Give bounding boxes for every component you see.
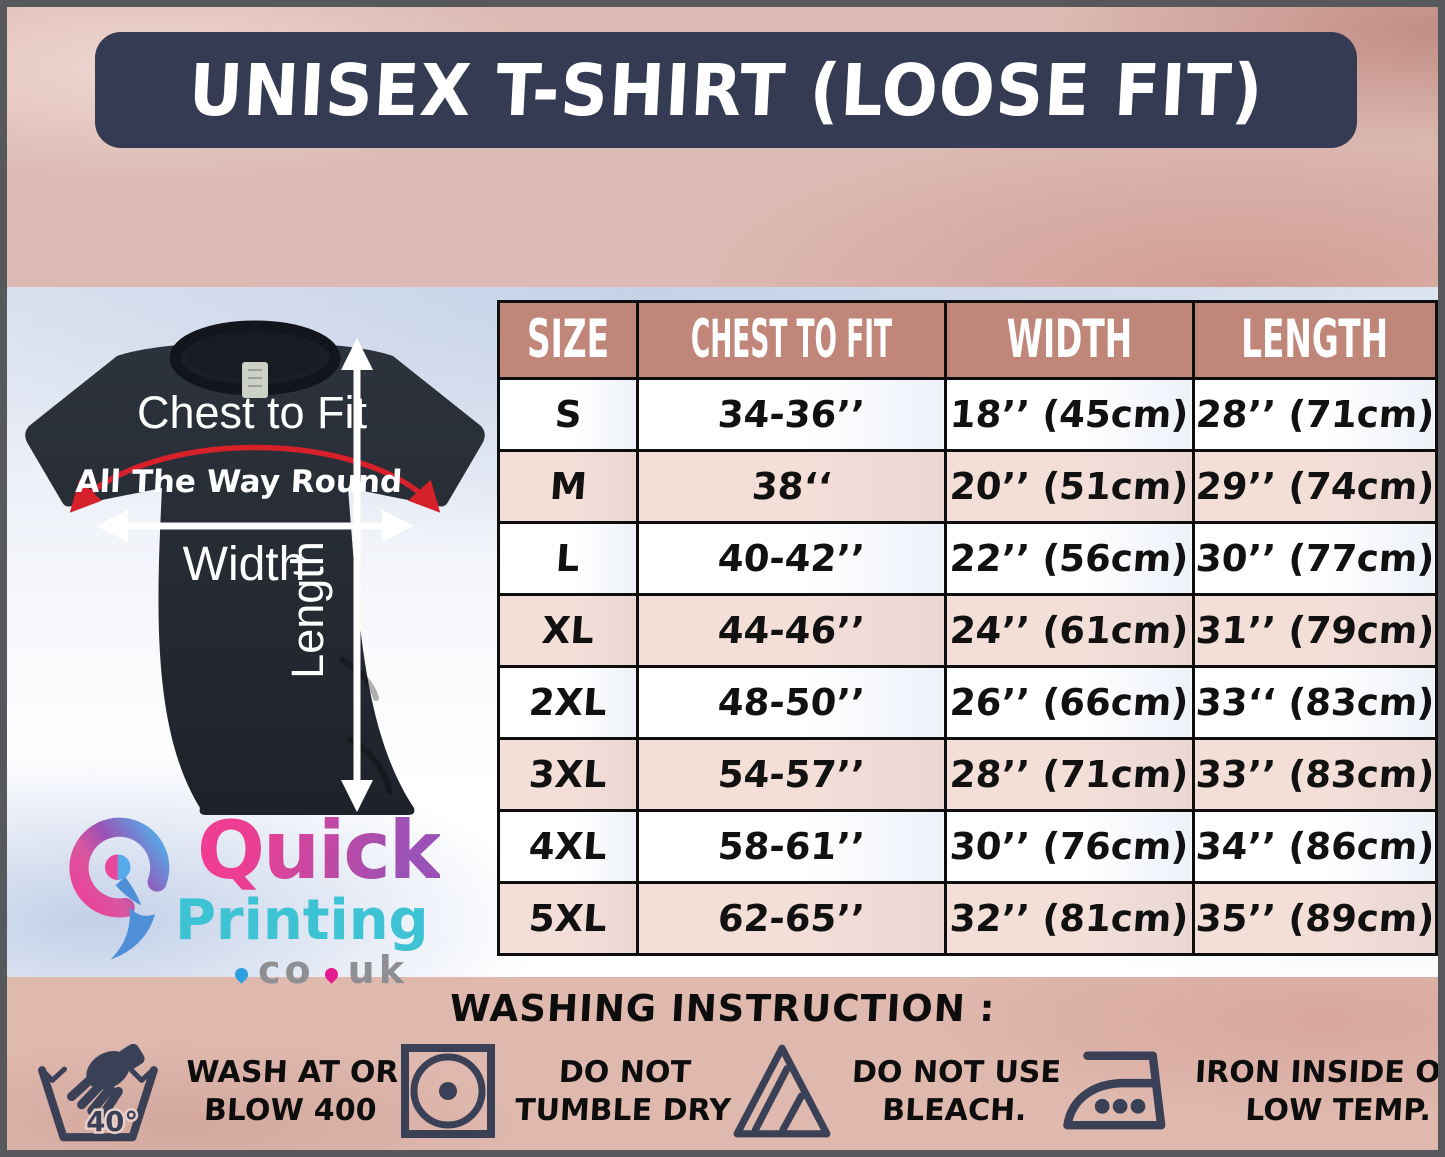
wash-label-tumble: DO NOT TUMBLE DRY bbox=[513, 1054, 732, 1128]
tshirt-neck-opening bbox=[189, 332, 321, 380]
cell-size: S bbox=[497, 377, 639, 452]
size-row-xl: XL 44-46’’ 24’’ (61cm) 31’’ (79cm) bbox=[497, 593, 1438, 668]
tshirt-measure-diagram: Chest to Fit All The Way Round Width Len… bbox=[25, 320, 485, 815]
logo-suffix-co: co bbox=[258, 948, 315, 992]
cell-length: 31’’ (79cm) bbox=[1191, 593, 1438, 668]
iron-low-temp-icon bbox=[1063, 1051, 1166, 1130]
cell-length: 29’’ (74cm) bbox=[1191, 449, 1438, 524]
cell-length: 33‘‘ (83cm) bbox=[1191, 665, 1438, 740]
cell-size: 2XL bbox=[497, 665, 639, 740]
chest-measure-arc bbox=[69, 444, 441, 513]
wash-item-iron: IRON INSIDE OUT LOW TEMP. bbox=[1060, 1041, 1438, 1141]
cell-size: L bbox=[497, 521, 639, 596]
cell-length: 35’’ (89cm) bbox=[1191, 881, 1438, 956]
size-row-4xl: 4XL 58-61’’ 30’’ (76cm) 34’’ (86cm) bbox=[497, 809, 1438, 884]
cell-width: 28’’ (71cm) bbox=[943, 737, 1195, 812]
logo-suffix-uk: uk bbox=[347, 948, 408, 992]
cell-length: 30’’ (77cm) bbox=[1191, 521, 1438, 596]
do-not-tumble-dry-icon bbox=[400, 1044, 495, 1138]
width-label: Width bbox=[183, 538, 306, 591]
cell-chest: 34-36’’ bbox=[635, 377, 947, 452]
wash-label-iron: IRON INSIDE OUT LOW TEMP. bbox=[1194, 1054, 1438, 1128]
bottom-band-background bbox=[7, 977, 1438, 1150]
logo-word-quick: Quick bbox=[197, 804, 442, 897]
cell-chest: 48-50’’ bbox=[635, 665, 947, 740]
quickprinting-logo: Quick Printing co uk bbox=[57, 805, 477, 1005]
cell-width: 22’’ (56cm) bbox=[943, 521, 1195, 596]
wash-item-tumble: DO NOT TUMBLE DRY bbox=[398, 1041, 732, 1141]
size-chart-poster: UNISEX T-SHIRT (LOOSE FIT) Chest to Fit … bbox=[7, 7, 1438, 1150]
size-row-3xl: 3XL 54-57’’ 28’’ (71cm) 33’’ (83cm) bbox=[497, 737, 1438, 812]
length-label: Length bbox=[282, 541, 333, 679]
blue-droplet-icon bbox=[232, 964, 251, 984]
cell-chest: 58-61’’ bbox=[635, 809, 947, 884]
cell-size: M bbox=[497, 449, 639, 524]
washing-instruction-row: 40° WASH AT OR BLOW 400 DO NOT TUMBLE DR… bbox=[35, 1033, 1438, 1149]
wash-label-bleach: DO NOT USE BLEACH. bbox=[851, 1054, 1062, 1128]
page-title: UNISEX T-SHIRT (LOOSE FIT) bbox=[186, 48, 1266, 132]
header-length: LENGTH bbox=[1191, 300, 1438, 380]
cell-width: 26’’ (66cm) bbox=[943, 665, 1195, 740]
quickprinting-swirl-icon bbox=[69, 817, 170, 960]
cell-width: 24’’ (61cm) bbox=[943, 593, 1195, 668]
header-size: SIZE bbox=[497, 300, 639, 380]
cell-size: 5XL bbox=[497, 881, 639, 956]
cell-size: 3XL bbox=[497, 737, 639, 812]
size-row-s: S 34-36’’ 18’’ (45cm) 28’’ (71cm) bbox=[497, 377, 1438, 452]
size-row-5xl: 5XL 62-65’’ 32’’ (81cm) 35’’ (89cm) bbox=[497, 881, 1438, 956]
cell-width: 32’’ (81cm) bbox=[943, 881, 1195, 956]
cell-chest: 40-42’’ bbox=[635, 521, 947, 596]
wash-temp-label: 40° bbox=[86, 1107, 138, 1138]
logo-domain-suffix: co uk bbox=[232, 948, 408, 992]
size-table: SIZE CHEST TO FIT WIDTH LENGTH S 34-36’’… bbox=[497, 300, 1438, 956]
cell-width: 18’’ (45cm) bbox=[943, 377, 1195, 452]
size-row-2xl: 2XL 48-50’’ 26’’ (66cm) 33‘‘ (83cm) bbox=[497, 665, 1438, 740]
chest-to-fit-label: Chest to Fit bbox=[137, 387, 368, 438]
wash-label-handwash: WASH AT OR BLOW 400 bbox=[185, 1054, 400, 1128]
wash-item-handwash: 40° WASH AT OR BLOW 400 bbox=[35, 1037, 400, 1145]
cell-width: 20’’ (51cm) bbox=[943, 449, 1195, 524]
cell-chest: 62-65’’ bbox=[635, 881, 947, 956]
size-row-m: M 38‘‘ 20’’ (51cm) 29’’ (74cm) bbox=[497, 449, 1438, 524]
cell-length: 34’’ (86cm) bbox=[1191, 809, 1438, 884]
cell-chest: 54-57’’ bbox=[635, 737, 947, 812]
header-chest: CHEST TO FIT bbox=[635, 300, 947, 380]
cell-width: 30’’ (76cm) bbox=[943, 809, 1195, 884]
washing-instruction-heading: WASHING INSTRUCTION : bbox=[448, 987, 997, 1030]
header-width: WIDTH bbox=[943, 300, 1195, 380]
size-row-l: L 40-42’’ 22’’ (56cm) 30’’ (77cm) bbox=[497, 521, 1438, 596]
cell-chest: 44-46’’ bbox=[635, 593, 947, 668]
pink-droplet-icon bbox=[321, 964, 341, 984]
cell-size: XL bbox=[497, 593, 639, 668]
cell-size: 4XL bbox=[497, 809, 639, 884]
wash-item-bleach: DO NOT USE BLEACH. bbox=[731, 1040, 1062, 1142]
do-not-bleach-icon bbox=[733, 1044, 831, 1138]
hand-wash-40-icon: 40° bbox=[38, 1043, 158, 1142]
size-table-header-row: SIZE CHEST TO FIT WIDTH LENGTH bbox=[497, 300, 1438, 380]
cell-chest: 38‘‘ bbox=[635, 449, 947, 524]
logo-word-printing: Printing bbox=[175, 888, 429, 953]
cell-length: 33’’ (83cm) bbox=[1191, 737, 1438, 812]
title-banner: UNISEX T-SHIRT (LOOSE FIT) bbox=[95, 32, 1357, 148]
tag-lines bbox=[248, 369, 262, 387]
cell-length: 28’’ (71cm) bbox=[1191, 377, 1438, 452]
